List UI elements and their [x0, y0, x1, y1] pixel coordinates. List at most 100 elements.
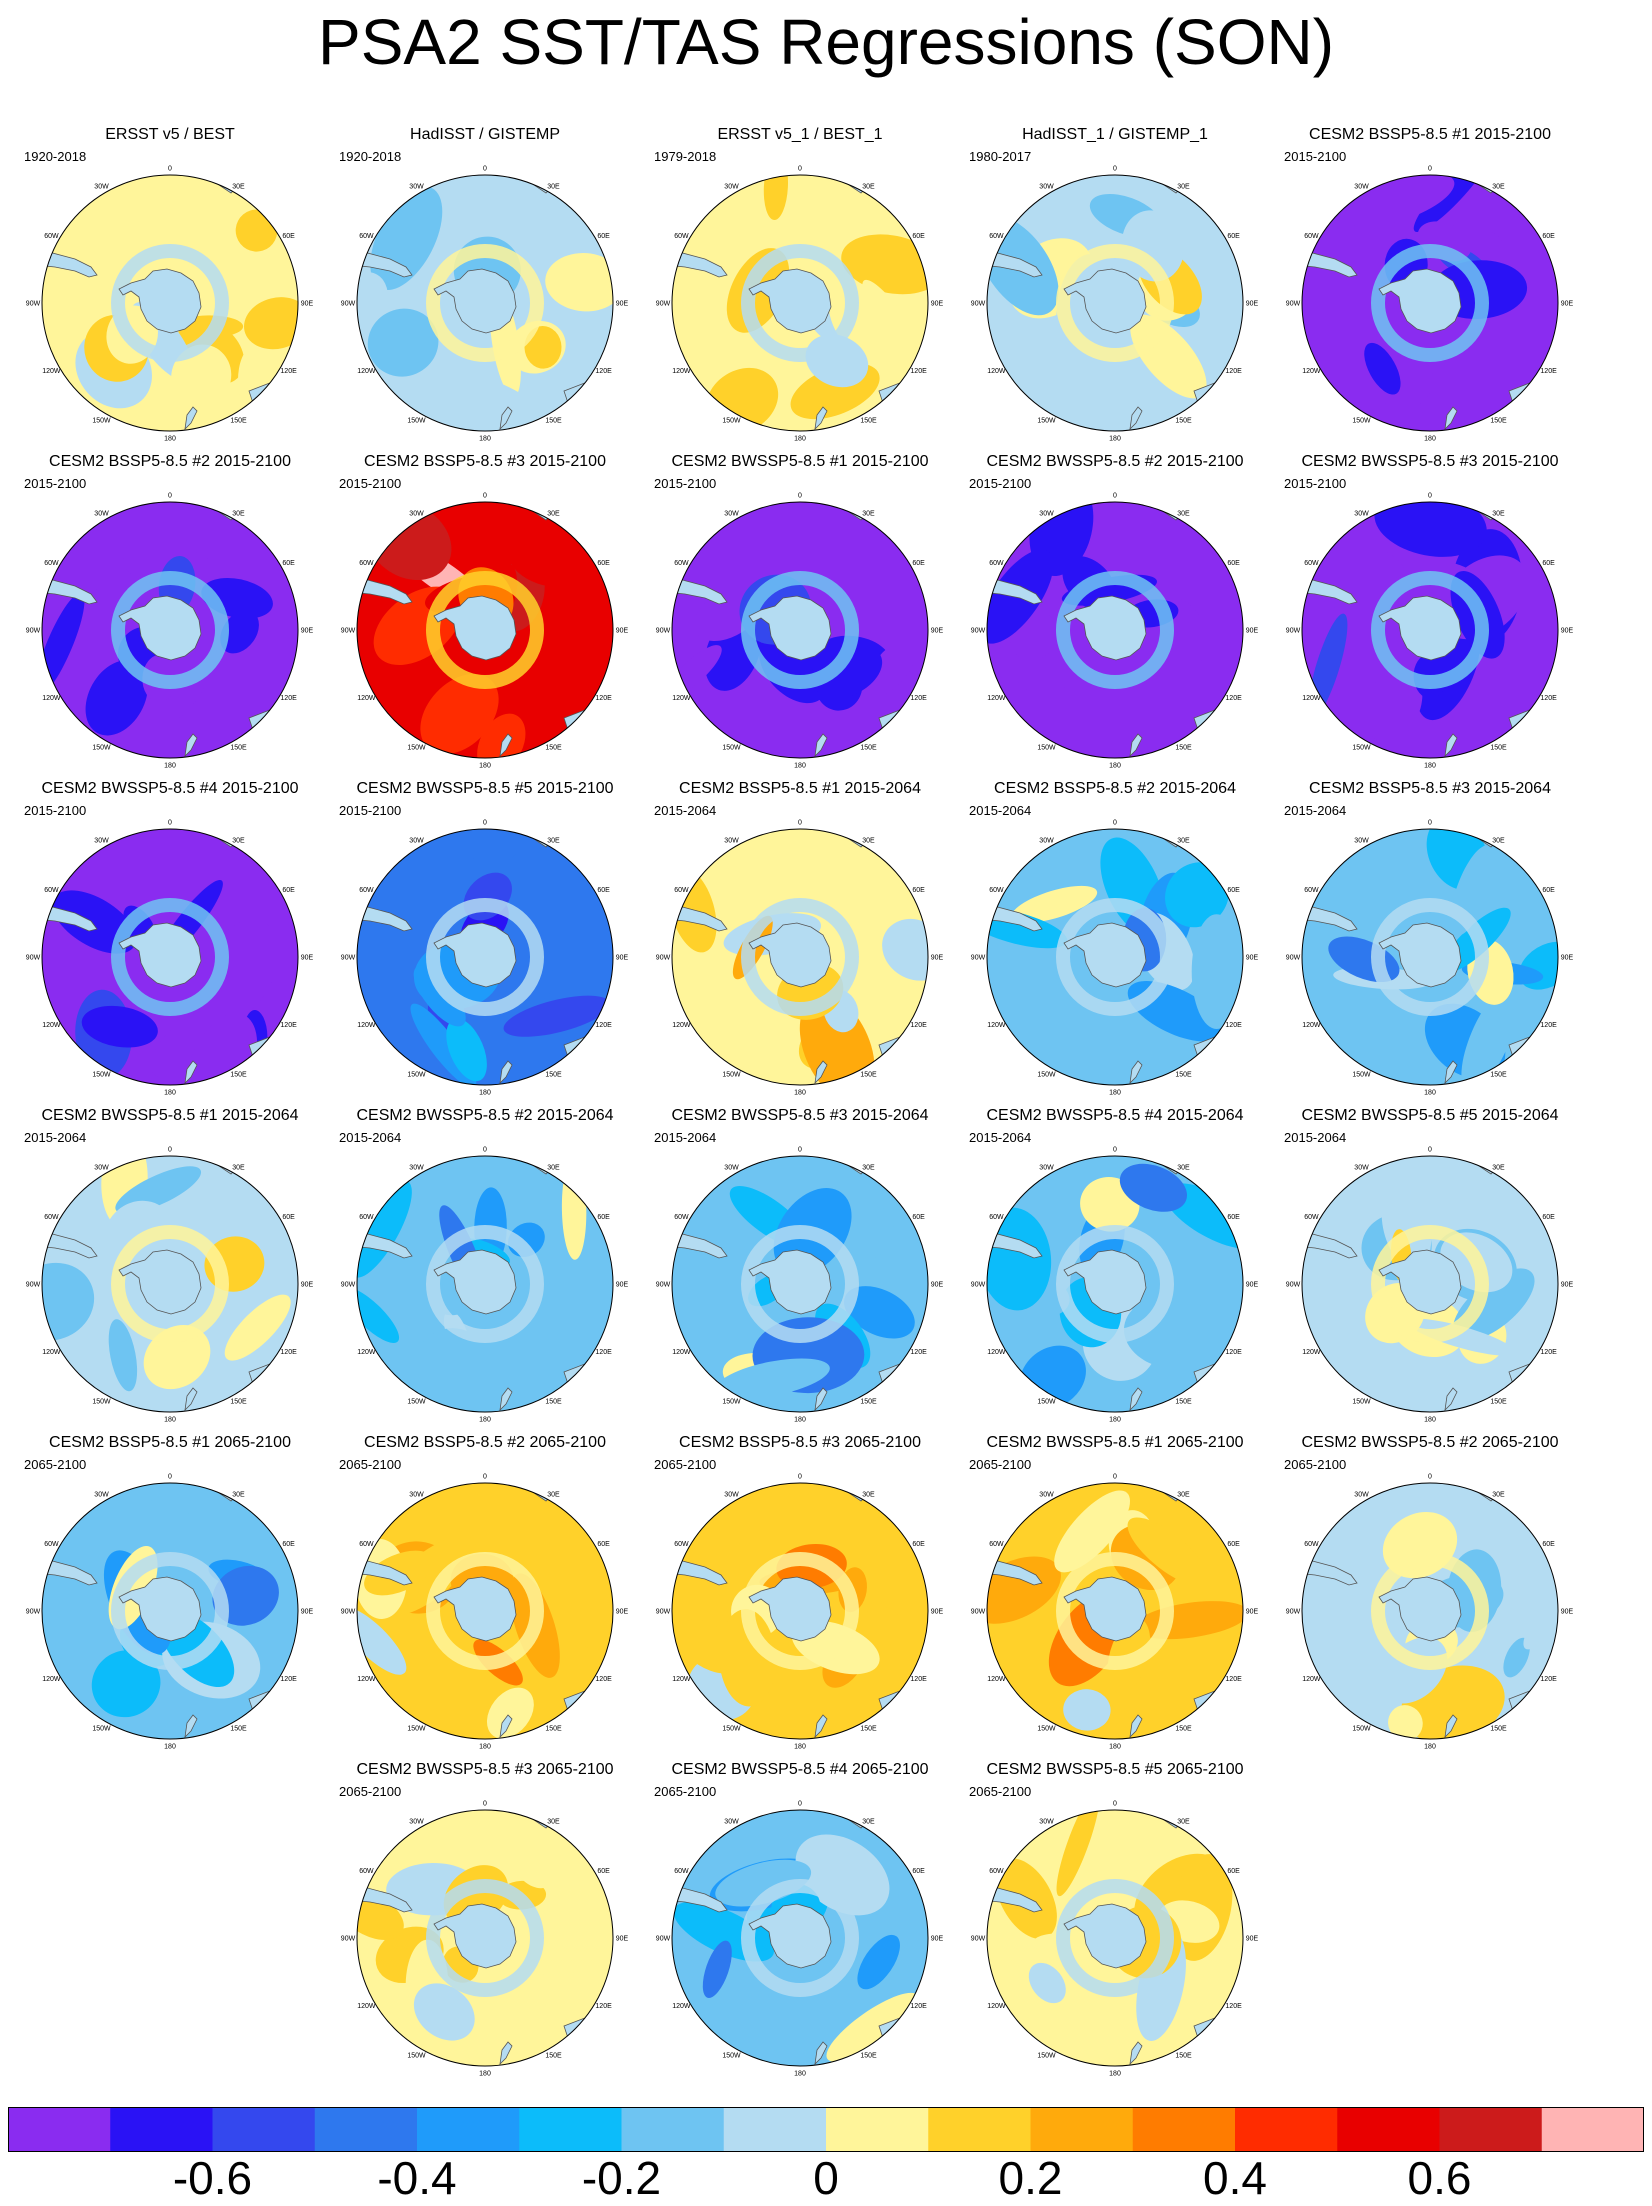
map-border [986, 174, 1244, 432]
new-zealand-landmass [184, 1387, 198, 1412]
map-panel: ERSST v5_1 / BEST_1 1979-2018 0 30E 60E 90E 12… [650, 125, 950, 447]
australia-landmass [563, 1361, 613, 1411]
longitude-label: 30W [409, 838, 424, 845]
longitude-label: 60E [912, 233, 925, 240]
longitude-label: 150E [1175, 744, 1192, 751]
new-zealand-landmass [184, 733, 198, 758]
longitude-label: 60W [1304, 560, 1319, 567]
longitude-label: 0 [1113, 820, 1117, 827]
longitude-label: 0 [483, 1474, 487, 1481]
longitude-label: 30W [94, 838, 109, 845]
anomaly-patch [224, 1294, 291, 1361]
longitude-label: 30E [862, 184, 875, 191]
longitude-label: 30E [547, 1492, 560, 1499]
antarctica-landmass [748, 1903, 832, 1969]
longitude-label: 0 [483, 493, 487, 500]
longitude-label: 90E [931, 955, 944, 962]
colorbar-tick-label: -0.6 [172, 2152, 253, 2204]
anomaly-patch [857, 1934, 900, 1990]
panel-title: CESM2 BWSSP5-8.5 #4 2065-2100 [671, 1761, 929, 1778]
colorbar-tick-label: -0.2 [581, 2152, 662, 2204]
longitude-label: 180 [1109, 763, 1121, 770]
longitude-label: 60W [359, 560, 374, 567]
anomaly-patch [1191, 914, 1242, 1030]
map-border [986, 1809, 1244, 2067]
map-panel: HadISST_1 / GISTEMP_1 1980-2017 0 30E 60E 90E… [965, 125, 1265, 447]
longitude-label: 0 [1113, 1801, 1117, 1808]
map-panel: CESM2 BSSP5-8.5 #3 2015-2100 2015-2100 0 30… [335, 452, 635, 774]
longitude-label: 60W [674, 887, 689, 894]
longitude-label: 30E [1177, 511, 1190, 518]
longitude-label: 60E [282, 1541, 295, 1548]
longitude-label: 60W [674, 233, 689, 240]
longitude-label: 180 [164, 1744, 176, 1751]
longitude-label: 30E [232, 184, 245, 191]
panel-title: CESM2 BWSSP5-8.5 #1 2015-2100 [671, 453, 929, 470]
longitude-label: 90W [656, 301, 671, 308]
map-panel: CESM2 BSSP5-8.5 #2 2065-2100 2065-2100 0 30… [335, 1433, 635, 1755]
longitude-label: 30W [1039, 1492, 1054, 1499]
anomaly-patch [467, 829, 522, 866]
longitude-label: 150W [722, 1398, 741, 1405]
longitude-label: 60E [1227, 233, 1240, 240]
panel-period: 2015-2064 [24, 1130, 87, 1145]
polar-map: 0 30E 60E 90E 120E 150E 180 150W 120W 90W 60W 30W [341, 1147, 629, 1424]
anomaly-patch [1165, 862, 1229, 928]
longitude-label: 60W [989, 887, 1004, 894]
polar-map: 0 30E 60E 90E 120E 150E 180 150W 120W 90W 60W 30W [971, 166, 1259, 443]
longitude-label: 120E [910, 2003, 927, 2010]
australia-landmass [878, 1361, 928, 1411]
colorbar-swatch [8, 2107, 111, 2152]
antarctica-landmass [1063, 1903, 1147, 1969]
australia-landmass [563, 380, 613, 430]
map-border [986, 1482, 1244, 1740]
polar-map: 0 30E 60E 90E 120E 150E 180 150W 120W 90W 60W 30W [656, 166, 944, 443]
longitude-label: 30E [1177, 838, 1190, 845]
panel-period: 2015-2100 [339, 803, 402, 818]
panel-period: 2015-2064 [969, 803, 1032, 818]
longitude-label: 90W [341, 628, 356, 635]
longitude-label: 120W [1302, 368, 1321, 375]
map-border [1301, 501, 1559, 759]
longitude-label: 90E [301, 1609, 314, 1616]
polar-map: 0 30E 60E 90E 120E 150E 180 150W 120W 90W 60W 30W [341, 1474, 629, 1751]
anomaly-patch [763, 175, 789, 221]
longitude-label: 30E [232, 838, 245, 845]
new-zealand-landmass [1129, 1714, 1143, 1739]
longitude-label: 150E [545, 2052, 562, 2059]
colorbar [8, 2107, 1644, 2152]
panel-period: 2065-2100 [339, 1457, 402, 1472]
longitude-label: 150W [407, 417, 426, 424]
anomaly-patch [702, 1940, 732, 1998]
longitude-label: 150W [407, 744, 426, 751]
anomaly-patch [726, 1011, 778, 1061]
longitude-label: 30E [1492, 838, 1505, 845]
longitude-label: 150E [1490, 1071, 1507, 1078]
colorbar-swatch [928, 2107, 1031, 2152]
longitude-label: 30W [1039, 1819, 1054, 1826]
longitude-label: 30W [1354, 1492, 1369, 1499]
anomaly-patch [413, 965, 466, 1027]
map-panel: ERSST v5 / BEST 1920-2018 0 30E 60E 90E 120E 15… [20, 125, 320, 447]
anomaly-patch [42, 1262, 95, 1341]
longitude-label: 0 [1428, 1147, 1432, 1154]
colorbar-swatch [826, 2107, 929, 2152]
polar-map: 0 30E 60E 90E 120E 150E 180 150W 120W 90W 60W 30W [1286, 493, 1574, 770]
map-panel: CESM2 BSSP5-8.5 #2 2015-2064 2015-2064 0 30… [965, 779, 1265, 1101]
colorbar-border [8, 2107, 1644, 2152]
anomaly-patch [1119, 1163, 1188, 1212]
panel-title: CESM2 BSSP5-8.5 #2 2015-2064 [994, 780, 1236, 797]
longitude-label: 120E [280, 1349, 297, 1356]
longitude-label: 0 [1428, 493, 1432, 500]
longitude-label: 150W [92, 1071, 111, 1078]
circumpolar-band [426, 898, 544, 1016]
longitude-label: 150W [407, 1398, 426, 1405]
longitude-label: 60W [359, 887, 374, 894]
map-panel: CESM2 BWSSP5-8.5 #4 2065-2100 2065-2100 0 3… [650, 1760, 950, 2082]
new-zealand-landmass [1129, 2041, 1143, 2066]
anomaly-patch [367, 308, 439, 377]
longitude-label: 30W [1039, 838, 1054, 845]
longitude-label: 90E [1561, 1282, 1574, 1289]
colorbar-swatch [417, 2107, 520, 2152]
map-border [356, 174, 614, 432]
